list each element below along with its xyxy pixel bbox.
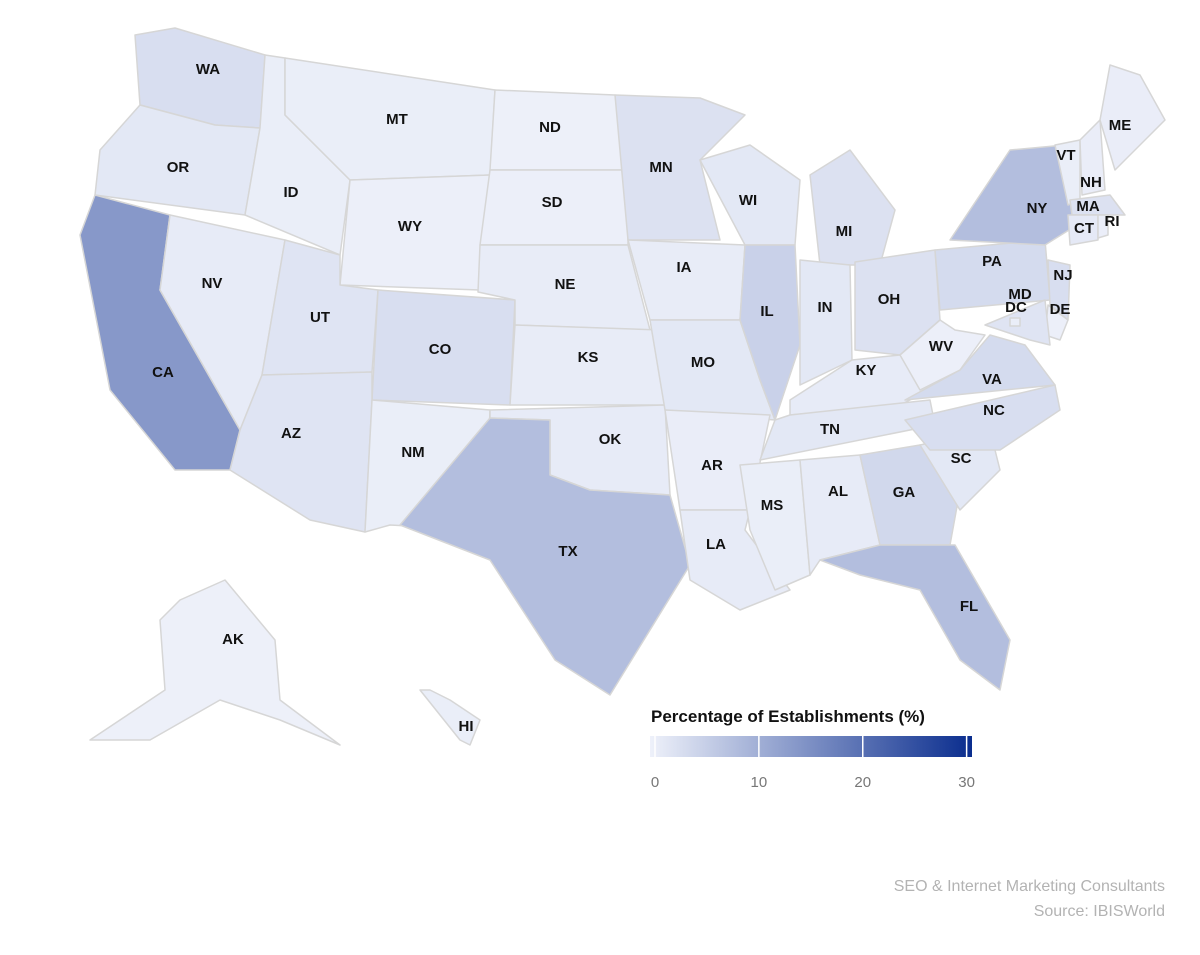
state-label: GA [893, 484, 916, 501]
state [1069, 194, 1126, 216]
state [1099, 64, 1166, 171]
state-label: CO [429, 341, 452, 358]
color-tick-label: 0 [651, 774, 659, 791]
state-label: MS [761, 497, 784, 514]
state-labels: WA OR CA NV ID MT WY UT CO AZ NM ND SD NE KS OK TX MN IA MO… [152, 61, 1131, 735]
state-label: VA [982, 371, 1002, 388]
color-tick-label: 30 [958, 774, 975, 791]
state-label: PA [982, 253, 1002, 270]
state [419, 689, 481, 746]
state-label: WA [196, 61, 220, 78]
state-label: SC [951, 450, 972, 467]
state-label: DC [1005, 299, 1027, 316]
color-tick-label: 10 [751, 774, 768, 791]
state-label: MI [836, 223, 853, 240]
state-label: MT [386, 111, 408, 128]
state-label: AL [828, 483, 848, 500]
state [904, 384, 1061, 451]
state-label: WI [739, 192, 757, 209]
state-label: CT [1074, 220, 1094, 237]
state-label: TN [820, 421, 840, 438]
state-label: VT [1056, 147, 1075, 164]
state-label: OR [167, 159, 190, 176]
states [79, 27, 1166, 746]
state-label: NE [555, 276, 576, 293]
credit-line: SEO & Internet Marketing Consultants [894, 878, 1165, 895]
state-label: UT [310, 309, 330, 326]
state-label: DE [1050, 301, 1071, 318]
state-label: MO [691, 354, 715, 371]
state-label: LA [706, 536, 726, 553]
state-label: IA [677, 259, 692, 276]
color-tick-label: 20 [854, 774, 871, 791]
state-label: NY [1027, 200, 1048, 217]
color-ticks: 0 10 20 30 [651, 736, 975, 791]
state-label: KY [856, 362, 877, 379]
state [759, 399, 936, 461]
state-label: OH [878, 291, 901, 308]
state [934, 239, 1051, 311]
state-label: KS [578, 349, 599, 366]
state [89, 579, 341, 746]
state-label: FL [960, 598, 978, 615]
legend-title: Percentage of Establishments (%) [651, 707, 925, 726]
state-label: IL [760, 303, 773, 320]
state-label: CA [152, 364, 174, 381]
state-label: AZ [281, 425, 301, 442]
state-label: NJ [1053, 267, 1072, 284]
state [739, 459, 811, 591]
state [1067, 214, 1099, 246]
state [809, 149, 896, 266]
state-label: HI [459, 718, 474, 735]
state-label: TX [558, 543, 577, 560]
color-bar [650, 736, 972, 757]
state-label: WV [929, 338, 953, 355]
state-label: AK [222, 631, 244, 648]
state-label: NV [202, 275, 223, 292]
state-label: AR [701, 457, 723, 474]
state [1009, 317, 1021, 327]
state [899, 319, 986, 391]
state [229, 371, 373, 533]
state-label: OK [599, 431, 622, 448]
state-label: ND [539, 119, 561, 136]
state [627, 239, 746, 321]
state-label: RI [1105, 213, 1120, 230]
state-label: MA [1076, 198, 1099, 215]
state-label: ID [284, 184, 299, 201]
state [699, 144, 801, 246]
credit-line: Source: IBISWorld [1034, 903, 1165, 920]
state [1097, 214, 1109, 239]
state-label: ME [1109, 117, 1132, 134]
state [1079, 119, 1106, 196]
state-label: WY [398, 218, 422, 235]
state-label: MD [1008, 286, 1031, 303]
state-label: SD [542, 194, 563, 211]
state-label: IN [818, 299, 833, 316]
state [819, 544, 1011, 691]
state-label: MN [649, 159, 672, 176]
state-label: NH [1080, 174, 1102, 191]
state-label: NM [401, 444, 424, 461]
state-label: NC [983, 402, 1005, 419]
